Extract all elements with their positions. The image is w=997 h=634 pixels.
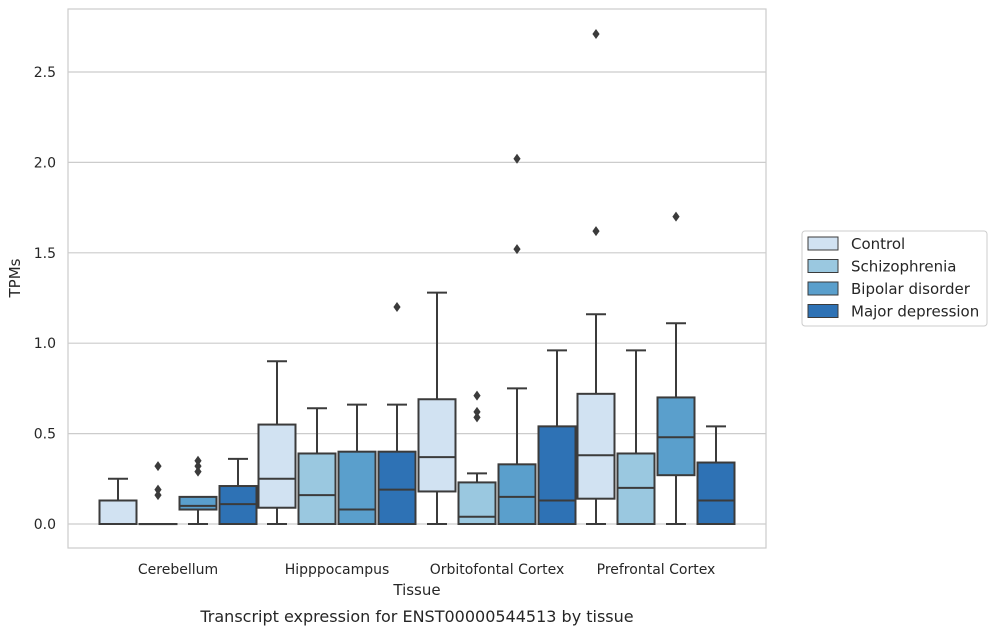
box-major-depression-1 xyxy=(377,302,417,525)
legend-label: Major depression xyxy=(851,303,979,321)
legend-item: Major depression xyxy=(807,303,979,321)
y-tick-label: 1.0 xyxy=(34,336,56,352)
boxes xyxy=(98,29,736,526)
outlier-point xyxy=(194,466,202,477)
x-tick-label: Orbitofontal Cortex xyxy=(430,562,565,578)
chart-caption: Transcript expression for ENST0000054451… xyxy=(199,607,633,626)
outlier-point xyxy=(154,461,162,472)
box-schizophrenia-0 xyxy=(138,461,178,526)
legend-item: Bipolar disorder xyxy=(807,280,971,298)
box-bipolar-disorder-3 xyxy=(656,211,696,525)
y-tick-label: 2.5 xyxy=(34,65,56,81)
box-body xyxy=(337,450,377,525)
gridlines xyxy=(68,71,766,525)
box-major-depression-2 xyxy=(537,349,577,526)
legend-label: Control xyxy=(851,235,905,253)
legend-swatch xyxy=(807,259,839,273)
outlier-point xyxy=(154,490,162,501)
y-tick-label: 2.0 xyxy=(34,155,56,171)
box-body xyxy=(257,423,297,509)
box-body xyxy=(297,452,337,526)
box-control-3 xyxy=(576,29,616,525)
box-body xyxy=(696,461,736,526)
box-schizophrenia-3 xyxy=(616,349,656,526)
box-bipolar-disorder-2 xyxy=(497,153,537,525)
box-schizophrenia-1 xyxy=(297,407,337,526)
y-axis-label: TPMs xyxy=(6,258,24,298)
y-tick-label: 0.0 xyxy=(34,517,56,533)
outlier-point xyxy=(592,226,600,237)
x-axis-label: Tissue xyxy=(392,581,440,599)
outlier-point xyxy=(672,211,680,222)
x-tick-label: Cerebellum xyxy=(138,562,218,578)
y-tick-label: 0.5 xyxy=(34,427,56,443)
outlier-point xyxy=(513,153,521,164)
legend-item: Control xyxy=(807,235,905,253)
outlier-point xyxy=(473,406,481,417)
box-body xyxy=(537,425,577,526)
box-control-1 xyxy=(257,360,297,525)
outlier-point xyxy=(592,29,600,40)
box-bipolar-disorder-1 xyxy=(337,403,377,525)
y-tick-labels: 0.0 0.5 1.0 1.5 2.0 2.5 xyxy=(34,65,56,533)
x-tick-label: Hipppocampus xyxy=(285,562,390,578)
legend-label: Schizophrenia xyxy=(851,258,956,276)
legend: Control Schizophrenia Bipolar disorder Majo… xyxy=(801,230,988,327)
box-body xyxy=(417,398,457,493)
box-body xyxy=(576,392,616,500)
x-tick-label: Prefrontal Cortex xyxy=(597,562,716,578)
outlier-point xyxy=(473,412,481,423)
legend-item: Schizophrenia xyxy=(807,258,956,276)
plot-frame xyxy=(67,8,767,549)
x-tick-labels: Cerebellum Hipppocampus Orbitofontal Corte… xyxy=(138,562,715,578)
box-schizophrenia-2 xyxy=(457,390,497,525)
box-bipolar-disorder-0 xyxy=(178,455,218,525)
legend-swatch xyxy=(807,281,839,296)
box-body xyxy=(178,495,218,511)
box-control-0 xyxy=(98,477,138,526)
legend-frame xyxy=(801,230,988,327)
box-major-depression-0 xyxy=(218,457,258,526)
outlier-point xyxy=(513,244,521,255)
y-tick-label: 1.5 xyxy=(34,246,56,262)
legend-swatch xyxy=(807,236,839,251)
outlier-point xyxy=(194,455,202,466)
outlier-point xyxy=(154,484,162,495)
legend-label: Bipolar disorder xyxy=(851,280,971,298)
outlier-point xyxy=(393,302,401,313)
box-body xyxy=(98,499,138,526)
legend-swatch xyxy=(807,304,839,318)
outlier-point xyxy=(473,390,481,401)
box-major-depression-3 xyxy=(696,425,736,526)
outlier-point xyxy=(194,461,202,472)
box-body xyxy=(497,463,537,525)
box-body xyxy=(377,450,417,525)
box-control-2 xyxy=(417,291,457,525)
